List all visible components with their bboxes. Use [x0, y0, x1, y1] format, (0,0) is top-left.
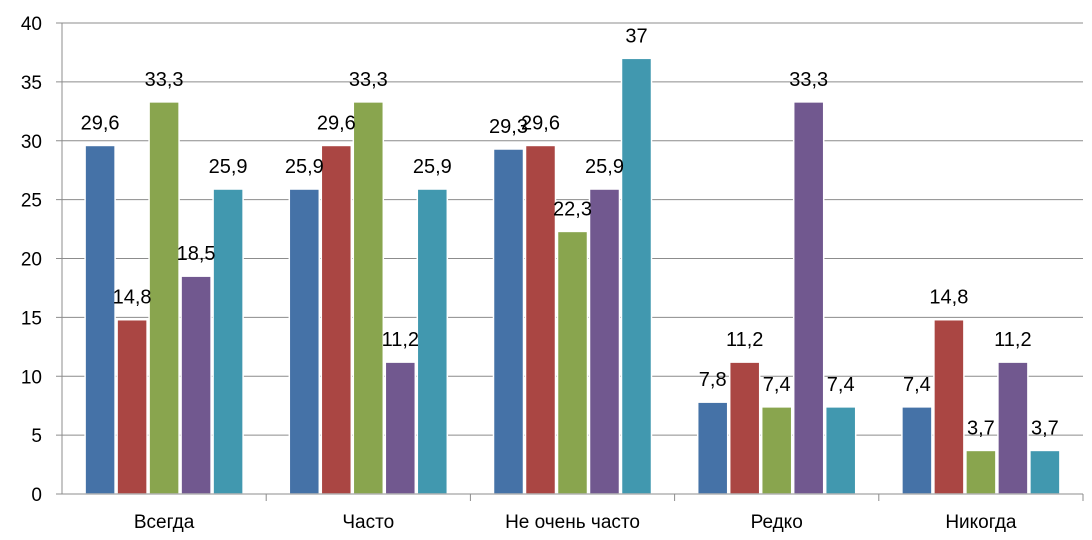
- bar: [416, 188, 449, 495]
- y-tick-label: 10: [21, 367, 42, 388]
- bar: [180, 275, 212, 495]
- data-label: 25,9: [413, 156, 452, 178]
- bar: [901, 406, 933, 495]
- data-label: 29,6: [317, 112, 356, 134]
- y-tick-label: 30: [21, 132, 42, 153]
- bar: [320, 144, 353, 495]
- data-label: 11,2: [994, 329, 1031, 351]
- bar: [792, 101, 825, 495]
- data-label: 29,6: [521, 112, 560, 134]
- y-tick-label: 15: [21, 308, 42, 329]
- data-label: 25,9: [585, 156, 624, 178]
- bar: [384, 361, 417, 495]
- x-category-label: Никогда: [945, 512, 1017, 533]
- bar: [352, 101, 385, 495]
- x-category-label: Всегда: [134, 512, 195, 533]
- bar: [760, 406, 793, 495]
- data-label: 29,3: [489, 116, 528, 138]
- data-label: 22,3: [553, 198, 592, 220]
- y-tick-label: 20: [21, 250, 42, 271]
- data-label: 14,8: [929, 287, 968, 309]
- y-tick-label: 35: [21, 73, 42, 94]
- data-label: 33,3: [145, 69, 184, 91]
- bar: [288, 188, 321, 495]
- bar: [965, 449, 997, 495]
- data-labels: 29,6 14,8 33,3 18,5 25,9 25,9 29,6 33,3 11,2 25,9…: [81, 25, 1059, 439]
- data-label: 11,2: [726, 329, 763, 351]
- bar: [824, 406, 857, 495]
- x-category-label: Не очень часто: [505, 512, 640, 533]
- bar: [556, 230, 589, 495]
- bar: [492, 148, 525, 495]
- data-label: 14,8: [113, 287, 152, 309]
- x-axis-category-labels: Всегда Часто Не очень часто Редко Никогда: [134, 512, 1017, 533]
- data-label: 7,8: [699, 369, 727, 391]
- bars: [84, 57, 1061, 495]
- data-label: 3,7: [967, 417, 995, 439]
- bar: [588, 188, 621, 495]
- bar: [84, 144, 116, 495]
- data-label: 7,4: [903, 374, 931, 396]
- data-label: 18,5: [177, 243, 216, 265]
- x-category-label: Редко: [751, 512, 803, 533]
- y-tick-label: 40: [21, 14, 42, 35]
- bar: [524, 144, 557, 495]
- bar: [116, 318, 148, 495]
- bar: [696, 401, 729, 495]
- data-label: 11,2: [382, 329, 419, 351]
- data-label: 3,7: [1031, 417, 1059, 439]
- axes: [56, 22, 1084, 501]
- bar: [620, 57, 653, 495]
- data-label: 7,4: [763, 374, 791, 396]
- data-label: 7,4: [827, 374, 855, 396]
- data-label: 37: [625, 25, 647, 47]
- y-tick-label: 5: [31, 426, 42, 447]
- x-category-label: Часто: [342, 512, 394, 533]
- bar: [997, 361, 1029, 495]
- y-axis-tick-labels: 0 5 10 15 20 25 30 35 40: [21, 14, 42, 506]
- data-label: 33,3: [789, 69, 828, 91]
- data-label: 29,6: [81, 112, 120, 134]
- bar: [148, 101, 180, 495]
- bar: [933, 318, 965, 495]
- data-label: 33,3: [349, 69, 388, 91]
- data-label: 25,9: [285, 156, 324, 178]
- data-label: 25,9: [209, 156, 248, 178]
- bar: [212, 188, 244, 495]
- y-tick-label: 0: [31, 485, 42, 506]
- y-tick-label: 25: [21, 191, 42, 212]
- bar: [1029, 449, 1061, 495]
- bar: [728, 361, 761, 495]
